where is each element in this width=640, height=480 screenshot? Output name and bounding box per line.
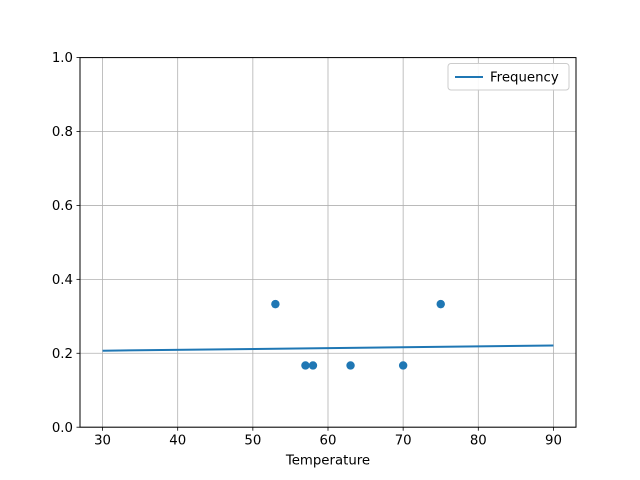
y-tick-label: 0.2 (52, 347, 73, 362)
legend-label: Frequency (490, 71, 559, 86)
x-tick-label: 40 (169, 434, 186, 449)
x-tick-label: 80 (470, 434, 487, 449)
x-tick-label: 30 (94, 434, 111, 449)
legend: Frequency (447, 63, 570, 91)
y-tick-label: 0.4 (52, 273, 73, 288)
x-tick-label: 60 (320, 434, 337, 449)
scatter-point (271, 299, 280, 309)
trend-line (102, 344, 554, 352)
x-tick-label: 70 (395, 434, 412, 449)
axes-layer: 30 40 50 60 70 80 90 0.0 0.2 0.4 0.6 0.8 1.0 (52, 51, 577, 449)
scatter-point (301, 361, 310, 370)
x-axis-label: Temperature (285, 454, 370, 469)
x-tick-label: 90 (545, 434, 562, 449)
x-tick-label: 50 (244, 434, 261, 449)
series-layer (102, 299, 554, 370)
legend-box (447, 63, 570, 91)
scatter-point (308, 361, 318, 370)
y-tick-label: 0.8 (52, 125, 73, 140)
y-tick-label: 0.6 (52, 199, 73, 214)
scatter-point (346, 361, 355, 370)
grid-layer (80, 57, 576, 428)
y-tick-label: 0.0 (52, 421, 73, 436)
y-tick-label: 1.0 (52, 51, 73, 66)
scatter-point (436, 299, 445, 309)
scatter-point (398, 361, 408, 370)
